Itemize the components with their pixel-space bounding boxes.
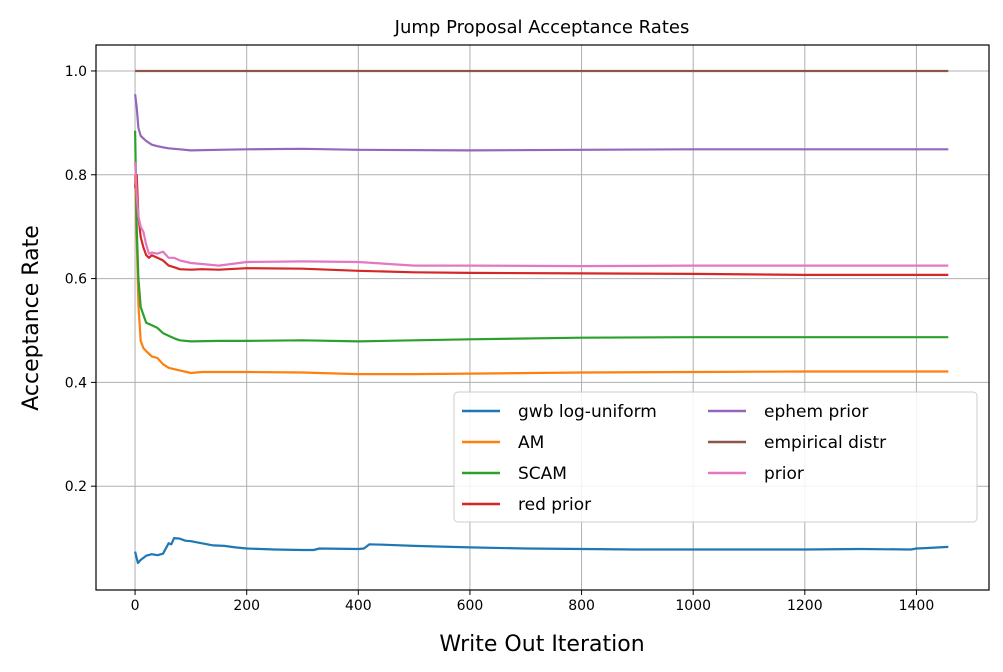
x-tick-label: 200 — [233, 598, 260, 614]
legend-label-ephem-prior: ephem prior — [764, 402, 868, 422]
y-tick-label: 0.6 — [65, 272, 87, 288]
y-axis-label: Acceptance Rate — [19, 225, 44, 410]
x-tick-label: 800 — [568, 598, 595, 614]
legend-label-scam: SCAM — [518, 464, 567, 484]
legend-label-empirical-distr: empirical distr — [764, 433, 886, 453]
legend-label-prior: prior — [764, 464, 804, 484]
axis-ticks: 0 200 400 600 800 1000 1200 1400 0.2 0.4 0.6 0.8 1.0 — [65, 64, 935, 614]
x-tick-label: 0 — [131, 598, 140, 614]
x-tick-label: 400 — [345, 598, 372, 614]
series-line-ephem-prior — [134, 94, 949, 152]
x-tick-label: 1400 — [899, 598, 935, 614]
series-line-scam — [134, 130, 949, 343]
series-lines — [134, 69, 949, 565]
legend-label-am: AM — [518, 433, 544, 453]
x-axis-label: Write Out Iteration — [439, 632, 644, 657]
legend-items: gwb log-uniform AM SCAM red prior ephem prio… — [462, 402, 886, 515]
y-tick-label: 1.0 — [65, 64, 87, 80]
y-tick-label: 0.8 — [65, 168, 87, 184]
plot-frame — [95, 44, 990, 591]
legend-label-gwb-log-uniform: gwb log-uniform — [518, 402, 657, 422]
legend: gwb log-uniform AM SCAM red prior ephem prio… — [453, 391, 978, 523]
series-line-am — [134, 174, 949, 376]
x-tick-label: 600 — [457, 598, 484, 614]
x-tick-label: 1200 — [787, 598, 823, 614]
series-line-prior — [134, 161, 949, 268]
legend-label-red-prior: red prior — [518, 495, 591, 515]
chart-title: Jump Proposal Acceptance Rates — [394, 17, 690, 38]
y-tick-label: 0.4 — [65, 375, 87, 391]
y-tick-label: 0.2 — [65, 479, 87, 495]
x-tick-label: 1000 — [675, 598, 711, 614]
series-line-red-prior — [134, 173, 949, 276]
series-line-gwb-log-uniform — [134, 536, 949, 565]
legend-box — [453, 391, 978, 523]
